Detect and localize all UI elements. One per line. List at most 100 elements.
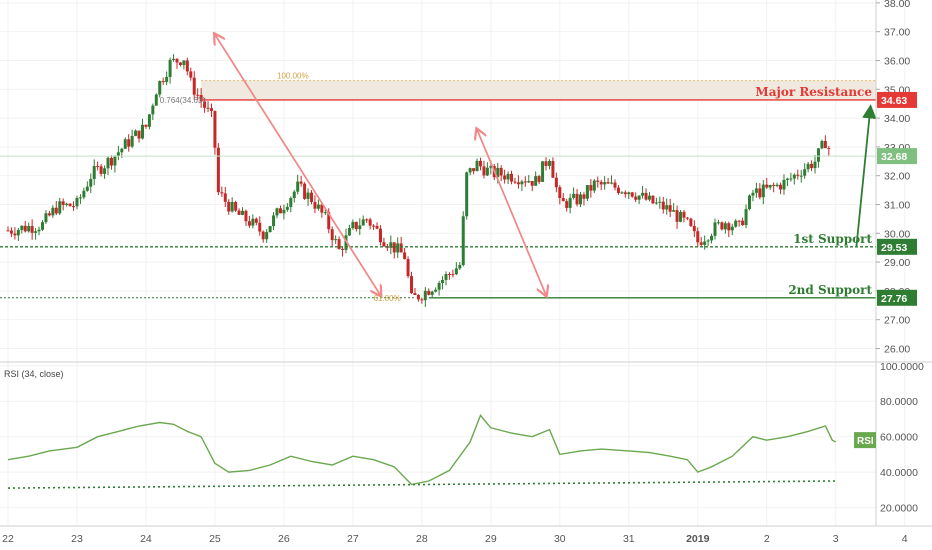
candle-body: [154, 94, 158, 106]
candle-body: [806, 163, 810, 170]
candle-body: [637, 195, 641, 200]
candle-body: [827, 148, 831, 150]
time-tick-label: 24: [140, 533, 152, 545]
candle-body: [365, 219, 369, 221]
candle-body: [241, 210, 245, 215]
fib-100-label: 100.00%: [277, 72, 309, 81]
candle-body: [465, 172, 469, 217]
candle-body: [234, 202, 238, 211]
chart-grid: [0, 0, 906, 526]
candle-body: [716, 222, 720, 224]
candle-body: [82, 190, 86, 198]
candle-body: [37, 229, 41, 232]
candle-body: [23, 225, 27, 232]
candle-body: [478, 160, 482, 167]
candle-body: [547, 161, 551, 166]
candle-body: [361, 219, 365, 226]
candle-body: [616, 187, 620, 193]
candle-body: [372, 225, 376, 227]
candle-body: [182, 60, 186, 66]
candle-body: [754, 188, 758, 193]
time-tick-label: 4: [902, 533, 908, 545]
candle-body: [65, 203, 69, 205]
candle-body: [416, 294, 420, 300]
candle-body: [651, 195, 655, 204]
candle-body: [513, 181, 517, 183]
candle-body: [292, 191, 296, 199]
candle-body: [765, 184, 769, 188]
candle-body: [554, 177, 558, 188]
candle-body: [278, 208, 282, 214]
arrow-down-2: [476, 129, 546, 296]
candle-body: [406, 259, 410, 277]
candle-body: [441, 279, 445, 284]
time-tick-label: 22: [2, 533, 14, 545]
arrow-up-green: [855, 104, 877, 247]
candle-body: [713, 222, 717, 236]
rsi-tick-label: 40.0000: [880, 467, 918, 479]
time-tick-label: 27: [347, 533, 359, 545]
candle-body: [89, 178, 93, 187]
candle-body: [454, 268, 458, 275]
candle-body: [627, 192, 631, 195]
candle-body: [327, 212, 331, 230]
candle-body: [306, 192, 310, 199]
candle-body: [254, 218, 258, 223]
candle-body: [510, 173, 514, 182]
candle-body: [468, 168, 472, 173]
candle-body: [534, 176, 538, 186]
rsi-tick-label: 100.0000: [880, 361, 924, 373]
time-tick-label: 3: [833, 533, 839, 545]
candle-body: [565, 201, 569, 208]
price-tick-label: 29.00: [884, 257, 910, 269]
candle-body: [782, 179, 786, 190]
level-tag: 29.53: [881, 242, 907, 254]
candle-body: [268, 226, 272, 233]
time-tick-label: 30: [554, 533, 566, 545]
candle-body: [741, 220, 745, 226]
candle-body: [447, 274, 451, 276]
resistance-zone: [201, 80, 877, 100]
candle-body: [530, 181, 534, 186]
candle-body: [537, 176, 541, 182]
candle-body: [354, 221, 358, 230]
candle-body: [423, 290, 427, 301]
candle-body: [723, 223, 727, 230]
rsi-tick-label: 80.0000: [880, 396, 918, 408]
candle-body: [75, 197, 79, 207]
candle-body: [523, 181, 527, 183]
candle-body: [244, 210, 248, 222]
candle-body: [527, 181, 531, 183]
candle-body: [772, 184, 776, 187]
price-tick-label: 31.00: [884, 199, 910, 211]
level-tag: 34.63: [881, 95, 907, 107]
candle-body: [396, 243, 400, 253]
candle-body: [323, 212, 327, 214]
candle-body: [47, 213, 51, 216]
candle-body: [599, 181, 603, 185]
candle-body: [13, 233, 17, 236]
candle-body: [282, 209, 286, 214]
candle-body: [16, 229, 20, 236]
candle-body: [544, 161, 548, 166]
candle-body: [230, 202, 234, 212]
candle-body: [661, 201, 665, 210]
candle-body: [106, 157, 110, 169]
candle-body: [644, 192, 648, 200]
candle-body: [109, 157, 113, 166]
projection-arrows: [215, 35, 877, 296]
candle-body: [658, 201, 662, 203]
candle-body: [437, 283, 441, 290]
candle-body: [727, 223, 731, 231]
candle-body: [472, 168, 476, 172]
candle-body: [299, 181, 303, 184]
level-tag-bg: [877, 91, 917, 108]
candle-body: [216, 147, 220, 193]
candle-body: [199, 95, 203, 102]
candle-body: [141, 124, 145, 139]
candle-body: [368, 219, 372, 226]
candle-body: [710, 235, 714, 241]
candle-body: [520, 181, 524, 185]
candle-body: [40, 222, 44, 230]
